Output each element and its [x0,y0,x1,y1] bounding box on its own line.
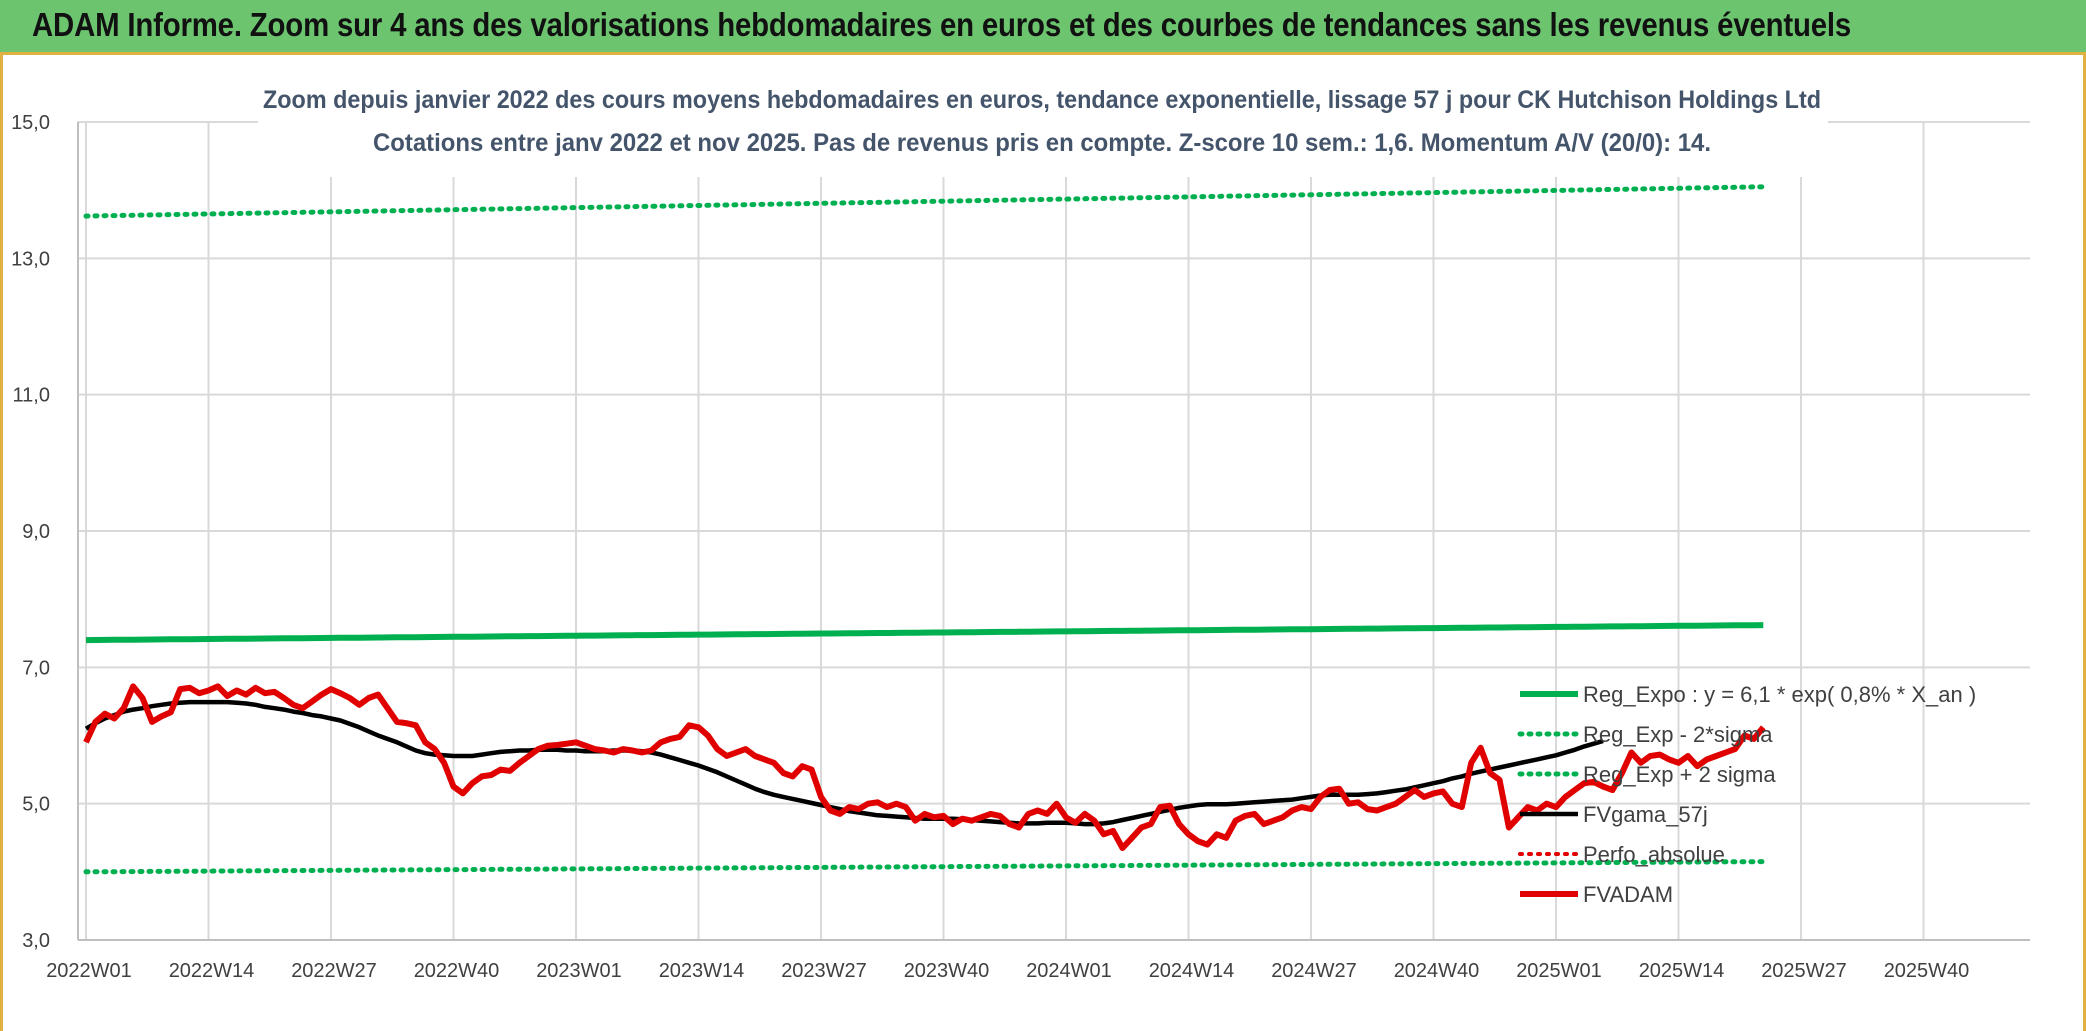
legend-item-reg-exp-plus-2sigma-label: Reg_Exp + 2 sigma [1583,762,1776,787]
y-tick-label: 3,0 [22,930,50,952]
banner-title: ADAM Informe. Zoom sur 4 ans des valoris… [32,6,1852,43]
frame-right-border [2083,55,2086,1031]
x-tick-label: 2023W40 [904,960,990,982]
x-tick-label: 2025W01 [1516,960,1602,982]
x-tick-label: 2024W27 [1271,960,1357,982]
y-tick-label: 13,0 [11,248,50,270]
header-banner: ADAM Informe. Zoom sur 4 ans des valoris… [0,0,2086,55]
chart-title-line-1: Zoom depuis janvier 2022 des cours moyen… [263,86,1821,114]
legend-item-fvgama-57j-label: FVgama_57j [1583,802,1708,827]
y-tick-label: 11,0 [13,385,50,407]
chart-title-background [258,75,1828,177]
x-tick-label: 2025W40 [1884,960,1970,982]
x-tick-label: 2023W27 [781,960,867,982]
chart-title-line-2: Cotations entre janv 2022 et nov 2025. P… [373,129,1711,157]
weekly-valuation-chart: 3,0 5,0 7,0 9,0 11,0 13,0 15,0 2022W01 2022W14 20… [11,75,2030,982]
frame-left-border [0,55,3,1031]
legend-item-perfo-absolue-label: Perfo_absolue [1583,842,1725,867]
legend-item-reg-expo-label: Reg_Expo : y = 6,1 * exp( 0,8% * X_an ) [1583,682,1976,707]
x-tick-label: 2022W40 [414,960,500,982]
series-fvadam [83,683,1766,851]
series-layer [83,184,1766,875]
y-tick-label: 7,0 [22,657,50,679]
y-tick-label: 5,0 [22,794,50,816]
x-tick-label: 2022W14 [169,960,255,982]
series-reg-exp-minus-2sigma [83,859,1766,875]
chart-title-group: Zoom depuis janvier 2022 des cours moyen… [258,75,1828,177]
x-tick-label: 2022W01 [46,960,132,982]
legend-item-reg-exp-minus-2sigma-label: Reg_Exp - 2*sigma [1583,722,1773,747]
x-tick-label: 2024W14 [1149,960,1235,982]
series-reg-expo [85,622,1764,644]
grid-layer [78,121,2030,941]
x-tick-label: 2024W01 [1026,960,1112,982]
y-tick-label: 15,0 [11,112,50,134]
legend-item-fvadam-label: FVADAM [1583,882,1673,907]
legend: Reg_Expo : y = 6,1 * exp( 0,8% * X_an ) R… [1517,682,1976,907]
x-tick-label: 2025W14 [1639,960,1725,982]
axis-layer: 3,0 5,0 7,0 9,0 11,0 13,0 15,0 2022W01 2022W14 20… [11,112,2030,982]
y-tick-label: 9,0 [22,521,50,543]
x-tick-label: 2022W27 [291,960,377,982]
x-tick-label: 2025W27 [1761,960,1847,982]
x-tick-label: 2023W14 [659,960,745,982]
x-tick-label: 2024W40 [1394,960,1480,982]
series-fvgama-57j [84,699,1604,827]
x-tick-label: 2023W01 [536,960,622,982]
series-reg-exp-plus-2sigma [83,184,1766,219]
